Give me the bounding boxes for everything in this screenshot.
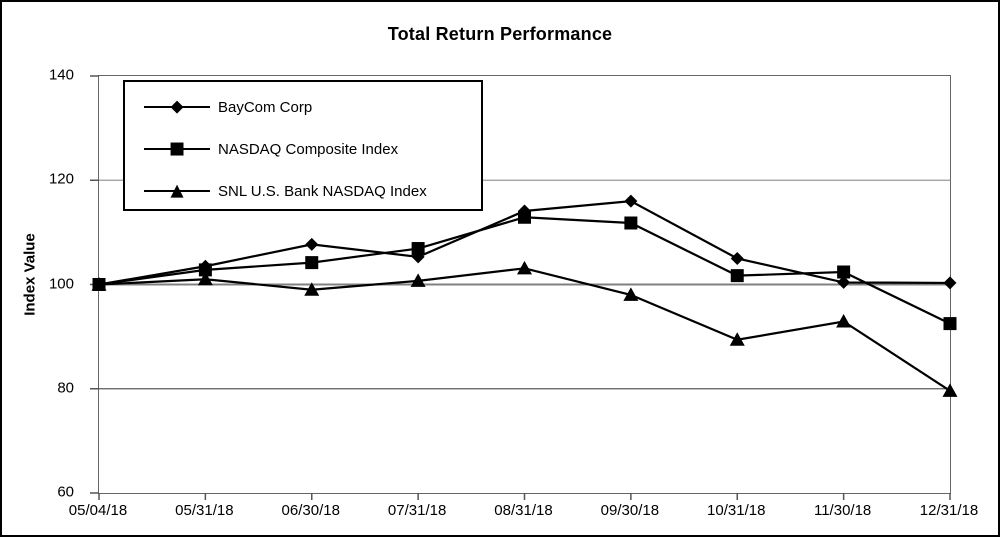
y-tick-label-140: 140: [48, 66, 74, 84]
y-tick-label-100: 100: [48, 275, 74, 292]
legend: ◆ BayCom Corp ■ NASDAQ Composite Index ▲…: [123, 80, 483, 211]
square-marker: [730, 269, 744, 283]
x-tick-label: 11/30/18: [813, 502, 872, 519]
series-line-snl-u-s-bank-nasdaq-index: [98, 267, 951, 392]
x-tick-label: 05/31/18: [175, 502, 234, 519]
legend-line-sample: ■: [144, 140, 210, 157]
square-marker: [198, 263, 212, 277]
square-marker-icon: ■: [168, 138, 186, 159]
square-marker: [411, 242, 425, 256]
x-tick-label: 06/30/18: [281, 502, 340, 519]
legend-line-sample: ◆: [144, 98, 210, 115]
x-tick-label: 07/31/18: [387, 502, 447, 519]
diamond-marker: [624, 194, 638, 208]
legend-label: SNL U.S. Bank NASDAQ Index: [218, 182, 427, 200]
diamond-marker: [305, 237, 319, 251]
x-tick-label: 09/30/18: [600, 502, 660, 519]
square-marker: [837, 265, 851, 279]
y-tick-label-60: 60: [57, 483, 74, 501]
y-axis-tick-labels: 140 120 100 80 60: [2, 67, 88, 501]
diamond-marker: [837, 275, 851, 289]
series-snl-u-s-bank-nasdaq-index: [91, 260, 958, 397]
legend-line-sample: ▲: [144, 182, 210, 199]
triangle-marker: [729, 332, 745, 346]
chart-canvas: [90, 75, 958, 500]
triangle-marker-icon: ▲: [170, 180, 184, 201]
legend-entry-nasdaq-composite: ■ NASDAQ Composite Index: [144, 138, 398, 160]
legend-label: NASDAQ Composite Index: [218, 140, 399, 158]
square-marker: [624, 216, 638, 230]
triangle-marker: [517, 260, 532, 275]
triangle-marker: [942, 383, 958, 397]
diamond-marker: [943, 276, 957, 290]
x-axis-tick-labels: 05/04/18 05/31/18 06/30/18 07/31/18 08/3…: [69, 502, 978, 524]
x-tick-label: 05/04/18: [68, 502, 128, 519]
x-tick-label: 12/31/18: [919, 502, 979, 519]
y-tick-label-120: 120: [48, 170, 74, 188]
legend-entry-baycom: ◆ BayCom Corp: [144, 96, 312, 118]
square-marker: [943, 317, 957, 331]
square-marker: [305, 256, 319, 270]
triangle-marker: [91, 277, 107, 291]
x-tick-label: 10/31/18: [707, 502, 766, 519]
triangle-marker: [623, 287, 639, 301]
series-nasdaq-composite-index: [92, 210, 957, 331]
chart-title: Total Return Performance: [387, 24, 613, 44]
square-marker: [518, 210, 531, 224]
triangle-marker: [836, 314, 852, 328]
legend-label: BayCom Corp: [218, 98, 313, 116]
triangle-marker: [410, 273, 426, 287]
x-tick-label: 08/31/18: [494, 502, 553, 519]
diamond-marker-icon: ◆: [170, 96, 184, 117]
diamond-marker: [730, 251, 744, 265]
legend-entry-snl-bank-nasdaq: ▲ SNL U.S. Bank NASDAQ Index: [144, 180, 427, 202]
y-tick-label-80: 80: [57, 379, 74, 397]
triangle-marker: [304, 282, 320, 296]
triangle-marker: [197, 271, 213, 286]
